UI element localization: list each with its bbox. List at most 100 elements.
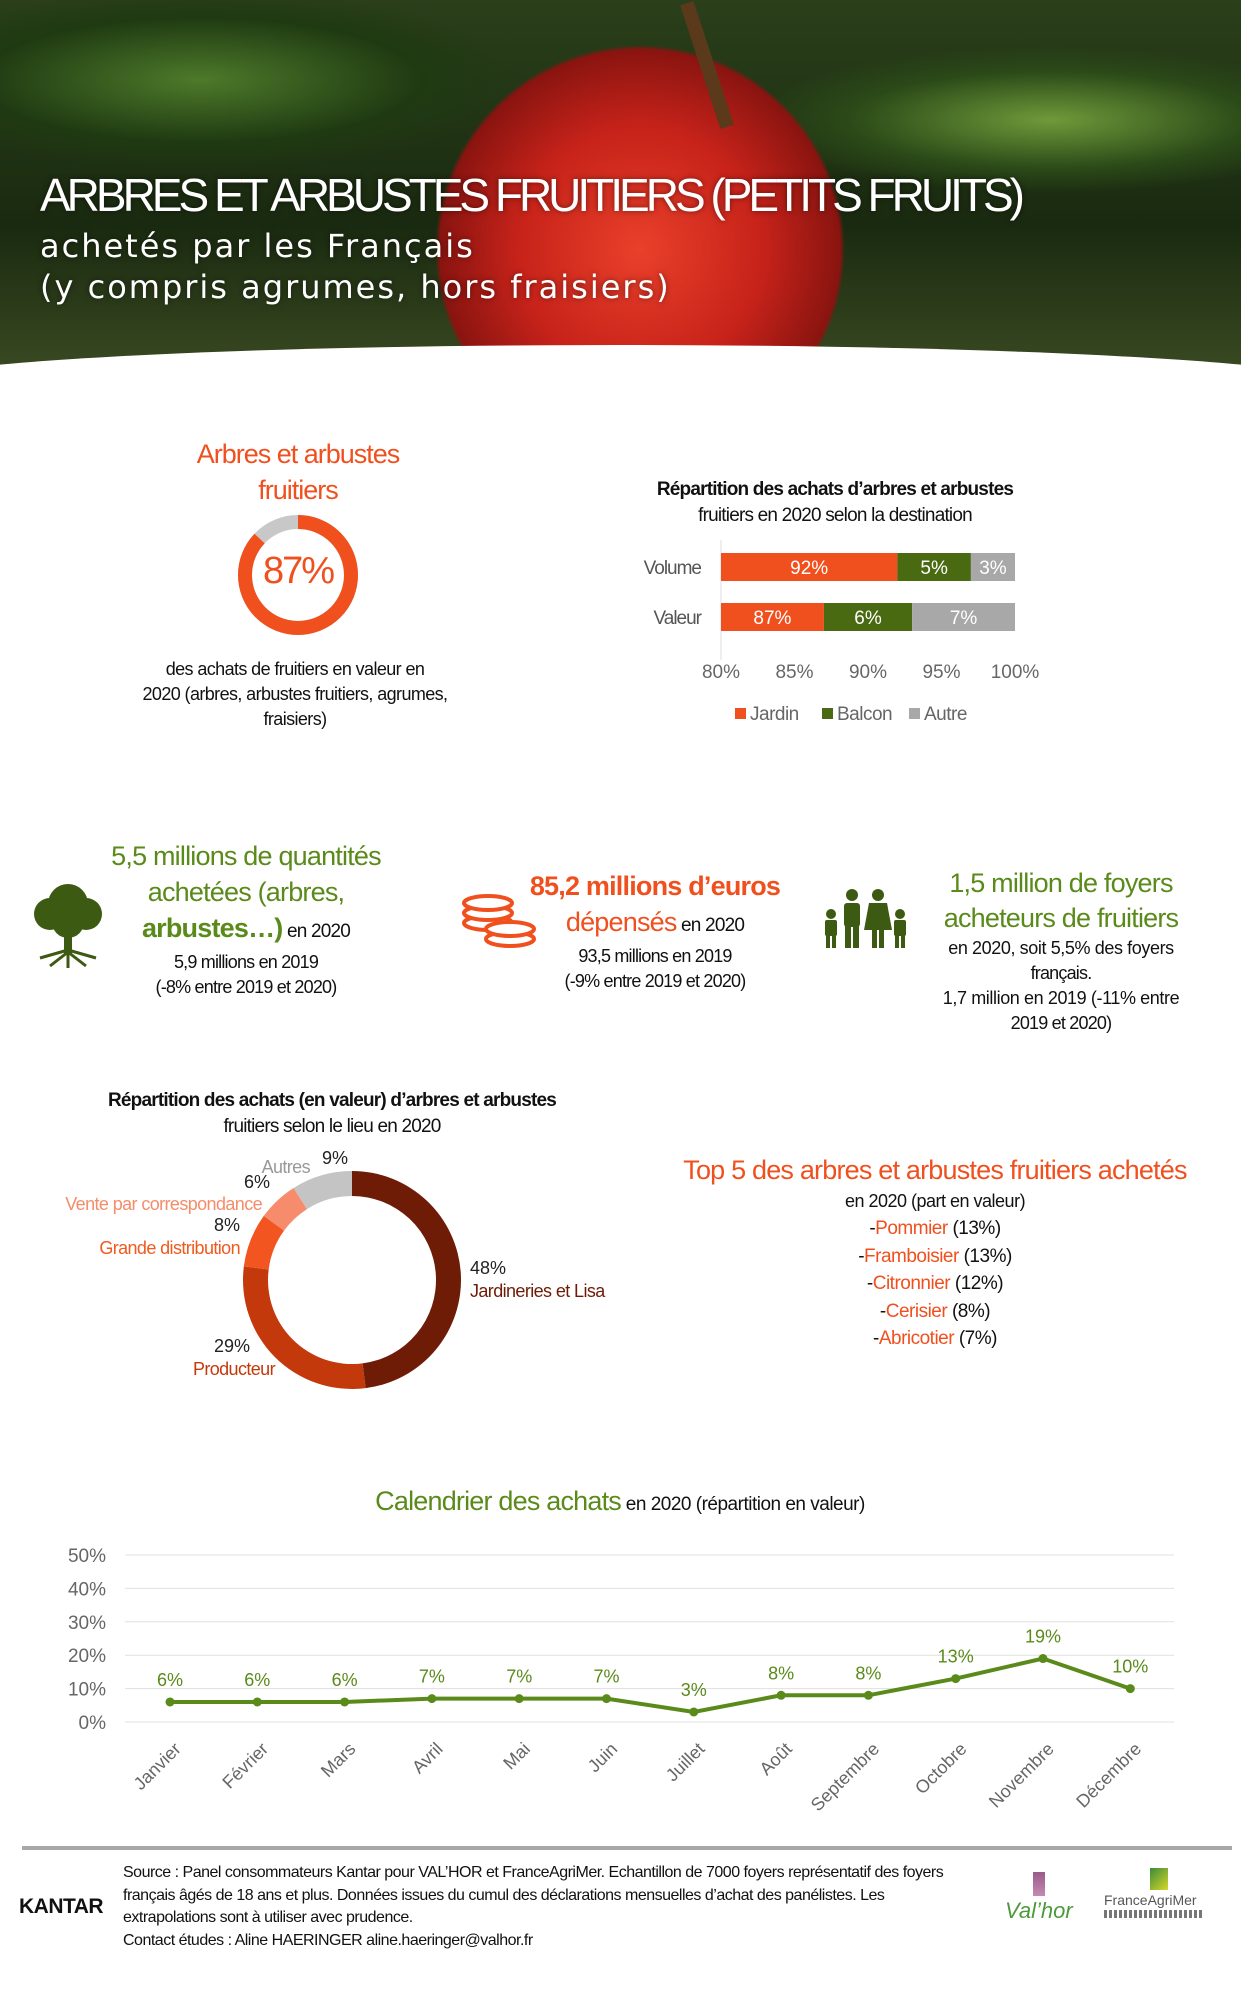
bar-segment-label: 7% — [950, 608, 978, 629]
x-tick-label: Août — [756, 1739, 796, 1779]
bar-segment — [970, 553, 1015, 581]
top5-item-name: Abricotier — [878, 1328, 955, 1349]
bar-segment — [897, 553, 971, 581]
data-point — [340, 1697, 350, 1707]
top5-item: -Citronnier (12%) — [866, 1273, 1004, 1294]
x-tick-label: Octobre — [911, 1739, 970, 1798]
stat-change: 2019 et 2020) — [1010, 1013, 1113, 1033]
legend-label: Balcon — [837, 704, 892, 725]
bar-x-tick: 95% — [922, 662, 960, 683]
stat-headline: achetées (arbres, — [147, 877, 345, 907]
legend-label: Autre — [924, 704, 967, 725]
data-label: 7% — [506, 1667, 532, 1687]
top5-item-pct: (13%) — [963, 1245, 1013, 1267]
legend-swatch — [735, 708, 746, 719]
top5-item-name: Framboisier — [864, 1245, 959, 1267]
bar-chart: Volume 92% 5% 3% Valeur 87% 6% 7% 80% 85% 90% 95% 10… — [644, 540, 1040, 725]
series-line — [170, 1656, 1131, 1715]
family-icon — [825, 889, 906, 948]
top5-item-pct: (13%) — [952, 1218, 1001, 1239]
bar-chart-title-line: Répartition des achats d’arbres et arbus… — [656, 479, 1014, 500]
data-point — [1125, 1684, 1135, 1694]
data-label: 8% — [768, 1663, 794, 1683]
franceagrimer-logo: FranceAgriMer — [1100, 1868, 1220, 1928]
top5-item-name: Cerisier — [885, 1300, 948, 1322]
coins-icon — [462, 894, 536, 948]
source-line: extrapolations sont à utiliser avec prud… — [123, 1909, 413, 1926]
donut-slice — [293, 1171, 352, 1210]
stat-previous: 93,5 millions en 2019 — [578, 946, 732, 966]
bar-category-label: Volume — [644, 558, 702, 579]
data-point — [252, 1697, 262, 1707]
bar-x-tick: 80% — [702, 662, 740, 683]
bar-segment — [823, 603, 913, 631]
legend-swatch — [822, 708, 833, 719]
top5-title: Top 5 des arbres et arbustes fruitiers a… — [683, 1155, 1187, 1185]
donut-value-label: 8% — [214, 1215, 240, 1235]
footer-divider — [22, 1846, 1232, 1850]
bar-chart-title-line: fruitiers en 2020 selon la destination — [698, 505, 973, 526]
top5-item-pct: (7%) — [958, 1328, 998, 1349]
data-label: 7% — [593, 1667, 619, 1687]
stat-headline: dépensés — [565, 907, 678, 937]
apple-stem — [680, 1, 734, 129]
source-line: Source : Panel consommateurs Kantar pour… — [123, 1864, 944, 1881]
top5-subtitle: en 2020 (part en valeur) — [844, 1191, 1026, 1211]
top5-item: -Cerisier (8%) — [879, 1300, 991, 1322]
data-label: 6% — [244, 1670, 270, 1690]
stat-detail: français. — [1030, 963, 1093, 983]
bar-segment — [912, 603, 1015, 631]
y-tick-label: 40% — [68, 1579, 106, 1600]
top5-item: -Abricotier (7%) — [873, 1328, 998, 1349]
x-tick-label: Septembre — [807, 1739, 883, 1815]
y-tick-label: 10% — [68, 1680, 106, 1701]
kpi-caption-line: fraisiers) — [263, 709, 327, 729]
top5-item-name: Citronnier — [872, 1273, 951, 1294]
stat-headline: 5,5 millions de quantités — [111, 841, 381, 871]
stat-headline: 1,5 million de foyers — [949, 868, 1173, 898]
place-chart-title-line: Répartition des achats (en valeur) d’arb… — [107, 1090, 557, 1111]
bar-segment-label: 87% — [753, 608, 791, 629]
donut-category-label: Vente par correspondance — [65, 1194, 262, 1214]
place-chart-title-line: fruitiers selon le lieu en 2020 — [223, 1116, 441, 1137]
legend-label: Jardin — [750, 704, 799, 725]
data-point — [776, 1690, 786, 1700]
kpi-title-line: fruitiers — [258, 475, 339, 505]
y-tick-label: 30% — [68, 1613, 106, 1634]
data-label: 13% — [938, 1647, 974, 1667]
bar-chart-title: Répartition des achats d’arbres et arbus… — [600, 477, 1070, 529]
data-point — [165, 1697, 175, 1707]
x-tick-label: Mai — [499, 1739, 534, 1774]
donut-category-label: Autres — [262, 1157, 311, 1177]
calendar-title-sub: en 2020 (répartition en valeur) — [625, 1494, 866, 1515]
top5-item-pct: (12%) — [954, 1273, 1004, 1294]
data-label: 19% — [1025, 1627, 1061, 1647]
legend-swatch — [909, 708, 920, 719]
stat-headline: 85,2 millions d’euros — [529, 871, 781, 901]
bar-segment — [721, 553, 898, 581]
data-point — [863, 1690, 873, 1700]
data-label: 7% — [419, 1667, 445, 1687]
kpi-title: Arbres et arbustes fruitiers — [148, 436, 448, 508]
donut-value-label: 29% — [214, 1336, 250, 1356]
data-point — [602, 1694, 611, 1704]
x-tick-label: Mars — [317, 1739, 359, 1781]
hero-title: ARBRES ET ARBUSTES FRUITIERS (PETITS FRU… — [40, 169, 1025, 221]
stat-headline-bold: arbustes…) — [141, 913, 283, 943]
hero-banner: ARBRES ET ARBUSTES FRUITIERS (PETITS FRU… — [0, 0, 1241, 375]
stat-change: (-8% entre 2019 et 2020) — [155, 977, 338, 997]
stat-year: en 2020 — [676, 915, 745, 936]
contact-line: Contact études : Aline HAERINGER aline.h… — [123, 1931, 533, 1949]
bar-x-tick: 100% — [991, 662, 1040, 683]
x-tick-label: Décembre — [1072, 1739, 1145, 1812]
top5-item: -Pommier (13%) — [869, 1218, 1001, 1239]
stat-year: en 2020 — [282, 921, 351, 942]
y-tick-label: 50% — [68, 1546, 106, 1567]
stat-previous: 1,7 million en 2019 (-11% entre — [942, 988, 1180, 1008]
bar-x-tick: 90% — [849, 662, 887, 683]
x-tick-label: Juillet — [662, 1739, 709, 1786]
donut-category-label: Producteur — [193, 1359, 276, 1379]
calendar-line-chart: 0% 10% 20% 30% 40% 50% 6% Janvier 6% Février 6% Mar… — [68, 1546, 1174, 1815]
stat-detail: en 2020, soit 5,5% des foyers — [948, 938, 1174, 958]
stat-spending: 85,2 millions d’euros dépensés en 2020 9… — [500, 868, 810, 994]
